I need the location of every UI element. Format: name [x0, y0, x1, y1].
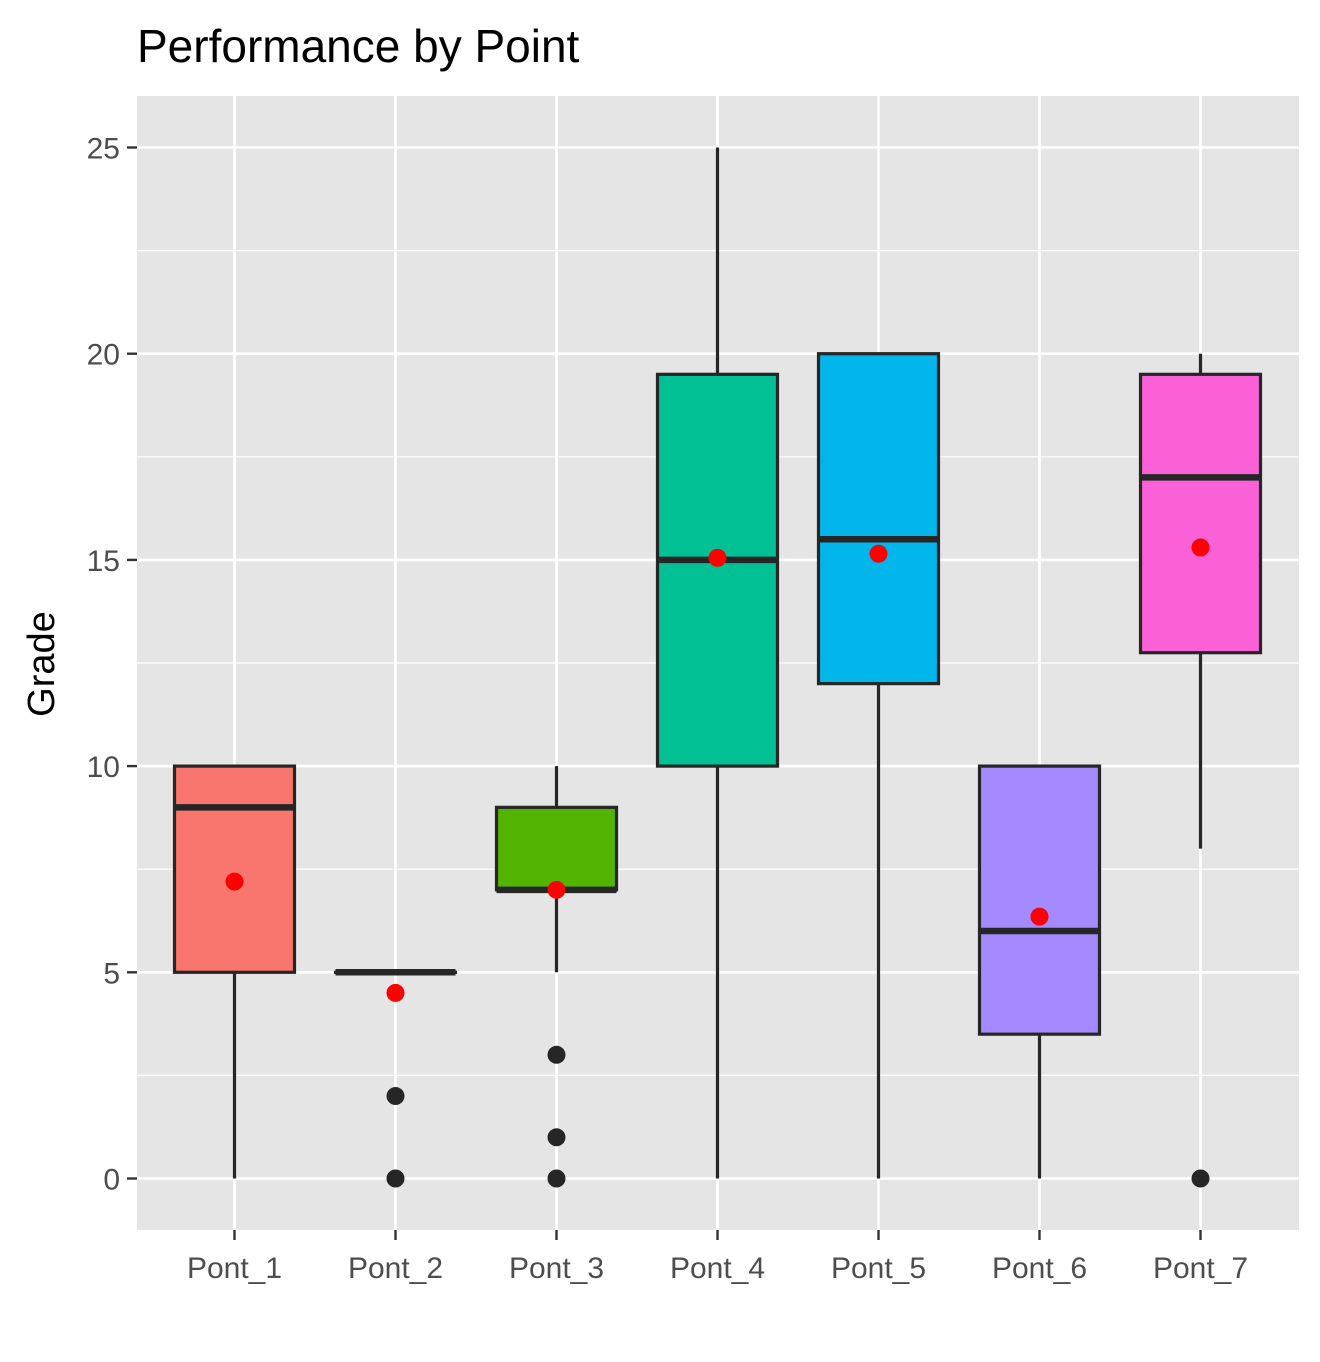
box-Pont_3 — [494, 766, 619, 1188]
outlier-point — [547, 1045, 566, 1064]
x-tick-label: Pont_6 — [992, 1252, 1087, 1285]
y-tick-label: 25 — [87, 133, 120, 166]
y-tick-label: 20 — [87, 339, 120, 372]
box-Pont_5 — [816, 352, 941, 1179]
x-tick-label: Pont_4 — [670, 1252, 765, 1285]
mean-point — [225, 872, 244, 891]
x-axis: Pont_1 Pont_2 Pont_3 Pont_4 Pont_5 Pont_6 Pont… — [187, 1230, 1248, 1285]
mean-point — [386, 983, 405, 1002]
mean-point — [708, 548, 727, 567]
box-rect — [494, 805, 619, 892]
box-Pont_6 — [977, 764, 1102, 1179]
box-rect — [1138, 372, 1263, 655]
mean-point — [547, 880, 566, 899]
box-marks — [172, 147, 1263, 1188]
y-tick-label: 10 — [87, 751, 120, 784]
box-rect — [816, 352, 941, 686]
mean-point — [1191, 538, 1210, 557]
chart-title: Performance by Point — [137, 20, 580, 72]
y-tick-label: 5 — [103, 957, 120, 990]
x-tick-label: Pont_7 — [1153, 1252, 1248, 1285]
outlier-point — [547, 1128, 566, 1147]
x-tick-label: Pont_3 — [509, 1252, 604, 1285]
box-Pont_2 — [333, 969, 458, 1188]
box-Pont_4 — [655, 147, 780, 1179]
y-axis-label: Grade — [21, 611, 63, 717]
mean-point — [869, 544, 888, 563]
box-rect — [172, 764, 297, 974]
outlier-point — [386, 1087, 405, 1106]
y-tick-label: 15 — [87, 545, 120, 578]
box-Pont_7 — [1138, 353, 1263, 1188]
box-Pont_1 — [172, 764, 297, 1179]
outlier-point — [1191, 1169, 1210, 1188]
x-tick-label: Pont_5 — [831, 1252, 926, 1285]
x-tick-label: Pont_1 — [187, 1252, 282, 1285]
mean-point — [1030, 907, 1049, 926]
outlier-point — [386, 1169, 405, 1188]
y-axis: 0 5 10 15 20 25 — [87, 133, 137, 1197]
outlier-point — [547, 1169, 566, 1188]
y-tick-label: 0 — [103, 1164, 120, 1197]
x-tick-label: Pont_2 — [348, 1252, 443, 1285]
box-rect — [977, 764, 1102, 1036]
box-rect — [655, 372, 780, 768]
